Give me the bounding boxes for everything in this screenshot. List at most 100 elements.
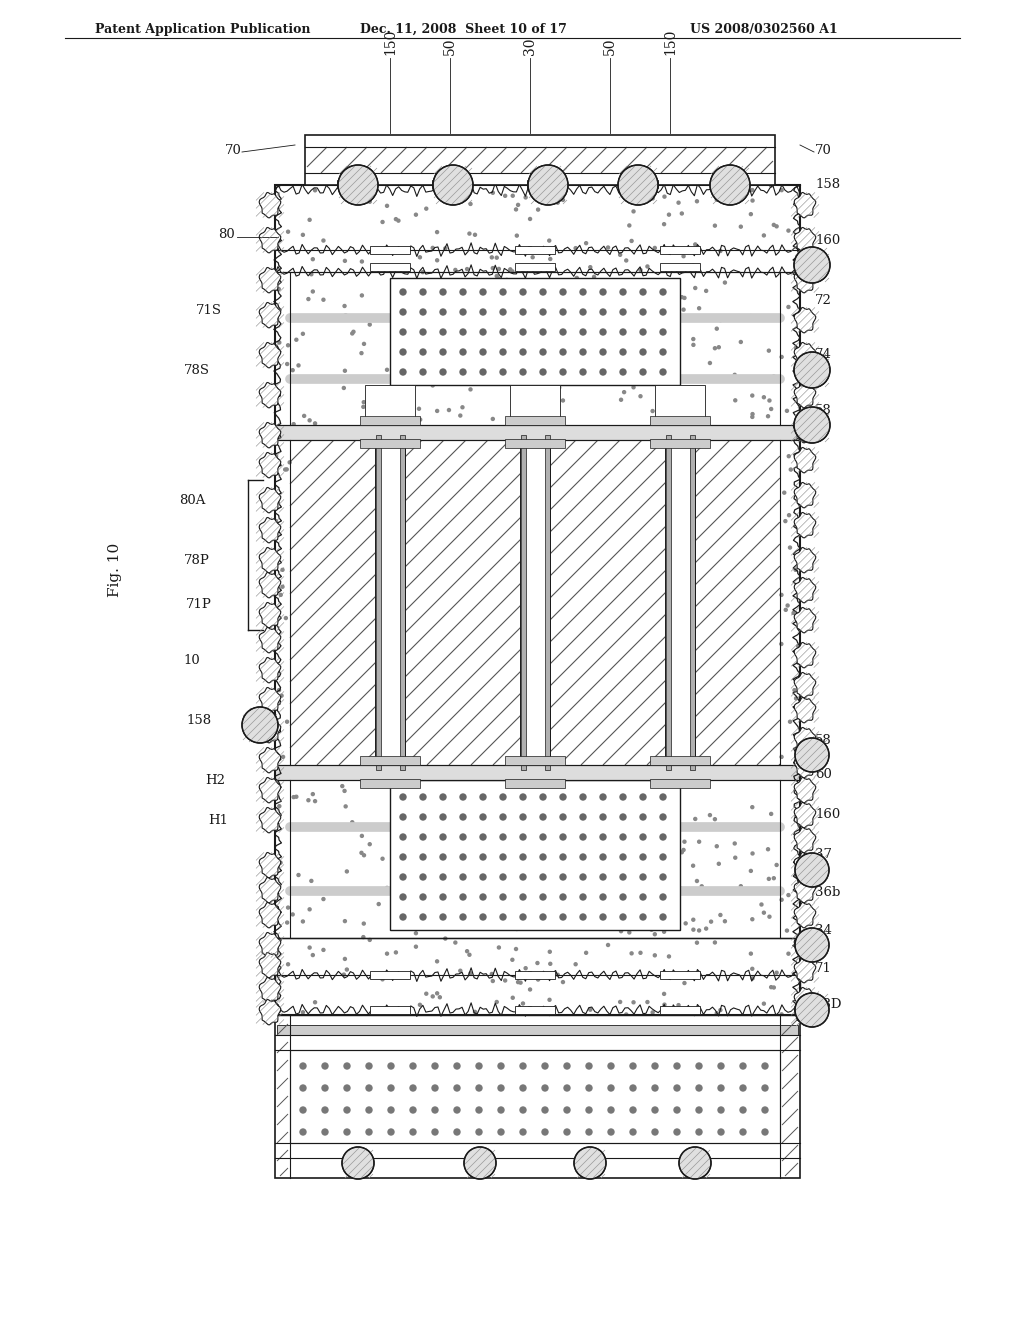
Circle shape xyxy=(369,323,372,326)
Circle shape xyxy=(780,594,783,597)
Circle shape xyxy=(498,807,501,810)
Circle shape xyxy=(322,1107,328,1113)
Circle shape xyxy=(454,1107,460,1113)
Circle shape xyxy=(537,978,540,981)
Circle shape xyxy=(381,220,384,223)
Circle shape xyxy=(520,309,526,315)
Circle shape xyxy=(511,958,514,961)
Circle shape xyxy=(600,348,606,355)
Circle shape xyxy=(498,1085,504,1092)
Circle shape xyxy=(650,928,653,931)
Circle shape xyxy=(653,247,656,249)
Circle shape xyxy=(663,223,666,226)
Circle shape xyxy=(564,1129,570,1135)
Polygon shape xyxy=(795,417,816,442)
Circle shape xyxy=(750,213,753,215)
Bar xyxy=(665,438,695,767)
Circle shape xyxy=(739,226,742,228)
Circle shape xyxy=(575,276,579,280)
Circle shape xyxy=(419,333,422,335)
Polygon shape xyxy=(795,383,816,408)
Bar xyxy=(660,1006,700,1014)
Circle shape xyxy=(511,891,514,894)
Text: 80A: 80A xyxy=(178,494,205,507)
Circle shape xyxy=(425,993,428,995)
Bar xyxy=(376,436,381,770)
Bar xyxy=(375,438,406,767)
Circle shape xyxy=(623,391,626,393)
Circle shape xyxy=(600,309,606,315)
Circle shape xyxy=(447,899,451,902)
Circle shape xyxy=(440,329,446,335)
Circle shape xyxy=(682,308,685,312)
Text: 80: 80 xyxy=(218,228,234,242)
Circle shape xyxy=(461,405,464,409)
Circle shape xyxy=(556,892,559,896)
Circle shape xyxy=(420,894,426,900)
Circle shape xyxy=(425,207,428,210)
Circle shape xyxy=(459,830,462,833)
Circle shape xyxy=(516,837,519,840)
Circle shape xyxy=(714,347,717,350)
Circle shape xyxy=(362,342,366,346)
Circle shape xyxy=(589,342,592,345)
Circle shape xyxy=(630,925,633,928)
Circle shape xyxy=(531,367,535,370)
Circle shape xyxy=(520,289,526,294)
Circle shape xyxy=(454,1129,460,1135)
Circle shape xyxy=(366,1107,372,1113)
Circle shape xyxy=(500,814,506,820)
Circle shape xyxy=(693,286,696,289)
Circle shape xyxy=(521,298,524,301)
Circle shape xyxy=(431,384,434,387)
Circle shape xyxy=(668,392,671,395)
Polygon shape xyxy=(259,999,281,1024)
Circle shape xyxy=(589,265,592,269)
Text: Patent Application Publication: Patent Application Publication xyxy=(95,22,310,36)
Circle shape xyxy=(460,348,466,355)
Circle shape xyxy=(640,289,646,294)
Circle shape xyxy=(620,814,626,820)
Circle shape xyxy=(360,351,362,355)
Circle shape xyxy=(394,950,397,954)
Circle shape xyxy=(652,1107,658,1113)
Circle shape xyxy=(415,420,418,422)
Circle shape xyxy=(397,352,400,356)
Circle shape xyxy=(287,906,290,909)
Circle shape xyxy=(460,894,466,900)
Circle shape xyxy=(528,803,531,805)
Circle shape xyxy=(560,795,566,800)
Circle shape xyxy=(620,874,626,880)
Circle shape xyxy=(343,957,346,961)
Circle shape xyxy=(580,814,586,820)
Circle shape xyxy=(278,689,281,692)
Circle shape xyxy=(420,289,426,294)
Circle shape xyxy=(400,289,406,294)
Circle shape xyxy=(274,888,278,891)
Circle shape xyxy=(463,799,466,803)
Circle shape xyxy=(500,795,506,800)
Circle shape xyxy=(692,928,695,931)
Circle shape xyxy=(580,913,586,920)
Circle shape xyxy=(292,422,295,425)
Circle shape xyxy=(443,804,446,808)
Circle shape xyxy=(419,256,422,259)
Circle shape xyxy=(767,847,769,851)
Circle shape xyxy=(723,281,726,284)
Polygon shape xyxy=(795,878,816,903)
Circle shape xyxy=(574,247,578,249)
Circle shape xyxy=(524,355,527,358)
Circle shape xyxy=(560,329,566,335)
Circle shape xyxy=(540,309,546,315)
Circle shape xyxy=(435,304,438,306)
Circle shape xyxy=(369,842,372,846)
Circle shape xyxy=(345,194,348,198)
Bar xyxy=(520,438,550,767)
Circle shape xyxy=(540,874,546,880)
Circle shape xyxy=(443,327,446,330)
Circle shape xyxy=(528,987,531,991)
Circle shape xyxy=(606,944,609,946)
Circle shape xyxy=(322,298,325,301)
Circle shape xyxy=(344,1063,350,1069)
Bar xyxy=(505,756,565,766)
